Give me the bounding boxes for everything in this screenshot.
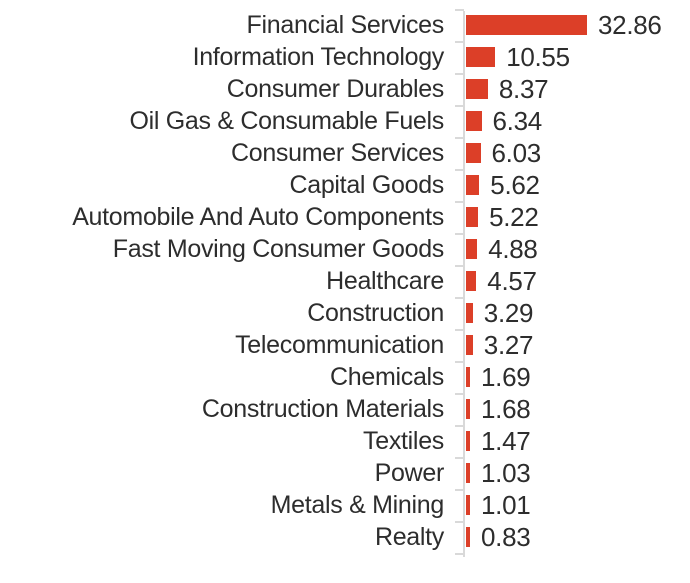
y-axis-line	[463, 11, 465, 557]
bar	[466, 463, 470, 483]
bar-row: Healthcare 4.57	[0, 265, 690, 297]
axis-tick	[455, 73, 464, 75]
axis-tick	[455, 361, 464, 363]
value-label: 1.03	[481, 457, 531, 488]
category-label: Automobile And Auto Components	[72, 202, 444, 231]
bar-row: Realty 0.83	[0, 521, 690, 553]
category-label: Healthcare	[326, 266, 444, 295]
bar	[466, 431, 470, 451]
category-label: Fast Moving Consumer Goods	[112, 234, 445, 263]
category-label: Construction	[307, 298, 444, 327]
value-label: 8.37	[498, 73, 549, 104]
value-label: 1.68	[481, 393, 531, 424]
axis-tick	[455, 105, 464, 107]
bar-row: Information Technology 10.55	[0, 41, 690, 73]
bar	[466, 111, 482, 131]
bar-row: Automobile And Auto Components 5.22	[0, 201, 690, 233]
bar-row: Chemicals 1.69	[0, 361, 690, 393]
value-label: 1.47	[481, 425, 531, 456]
bar-rows: Financial Services 32.86 Information Techn…	[0, 9, 690, 553]
bar	[466, 47, 496, 67]
axis-tick	[455, 521, 464, 523]
category-label: Construction Materials	[201, 394, 444, 423]
axis-tick	[455, 9, 464, 11]
axis-tick	[455, 41, 464, 43]
category-label: Telecommunication	[235, 330, 444, 359]
axis-tick	[455, 201, 464, 203]
bar	[466, 527, 470, 547]
value-label: 6.03	[491, 137, 542, 168]
bar	[466, 495, 470, 515]
category-label: Textiles	[363, 426, 444, 455]
axis-tick	[455, 297, 464, 299]
category-label: Consumer Durables	[226, 74, 445, 103]
category-label: Realty	[374, 522, 444, 551]
bar	[466, 175, 480, 195]
bar-row: Telecommunication 3.27	[0, 329, 690, 361]
axis-tick	[455, 137, 464, 139]
axis-tick	[455, 489, 464, 491]
category-label: Consumer Services	[230, 138, 444, 167]
value-label: 4.57	[487, 265, 537, 296]
bar-row: Fast Moving Consumer Goods 4.88	[0, 233, 690, 265]
value-label: 5.62	[490, 169, 540, 200]
category-label: Chemicals	[330, 362, 444, 391]
axis-tick	[455, 553, 464, 555]
bar-row: Capital Goods 5.62	[0, 169, 690, 201]
bar-row: Consumer Durables 8.37	[0, 73, 690, 105]
value-label: 3.29	[483, 297, 534, 328]
bar-row: Construction Materials 1.68	[0, 393, 690, 425]
bar	[466, 399, 470, 419]
category-label: Financial Services	[246, 10, 445, 39]
axis-tick	[455, 425, 464, 427]
value-label: 3.27	[483, 329, 534, 360]
category-label: Power	[374, 458, 445, 487]
bar	[466, 367, 470, 387]
value-label: 5.22	[489, 201, 539, 232]
bar	[466, 15, 587, 35]
bar-row: Construction 3.29	[0, 297, 690, 329]
axis-tick	[455, 265, 464, 267]
bar	[466, 335, 473, 355]
bar	[466, 303, 473, 323]
bar	[466, 207, 479, 227]
value-label: 32.86	[598, 9, 662, 40]
value-label: 0.83	[481, 521, 531, 552]
bar-row: Financial Services 32.86	[0, 9, 690, 41]
category-label: Information Technology	[192, 42, 445, 71]
axis-tick	[455, 169, 464, 171]
value-label: 1.69	[481, 361, 531, 392]
bar	[466, 79, 488, 99]
axis-tick	[455, 233, 464, 235]
value-label: 4.88	[488, 233, 538, 264]
bar-row: Metals & Mining 1.01	[0, 489, 690, 521]
value-label: 1.01	[481, 489, 531, 520]
bar-row: Power 1.03	[0, 457, 690, 489]
value-label: 10.55	[506, 41, 570, 72]
bar-row: Oil Gas & Consumable Fuels 6.34	[0, 105, 690, 137]
bar	[466, 239, 478, 259]
bar-row: Consumer Services 6.03	[0, 137, 690, 169]
bar	[466, 143, 481, 163]
axis-tick	[455, 393, 464, 395]
category-label: Metals & Mining	[270, 490, 445, 519]
value-label: 6.34	[492, 105, 543, 136]
category-label: Oil Gas & Consumable Fuels	[129, 106, 444, 135]
bar	[466, 271, 477, 291]
bar-row: Textiles 1.47	[0, 425, 690, 457]
category-label: Capital Goods	[289, 170, 444, 199]
axis-tick	[455, 329, 464, 331]
axis-tick	[455, 457, 464, 459]
